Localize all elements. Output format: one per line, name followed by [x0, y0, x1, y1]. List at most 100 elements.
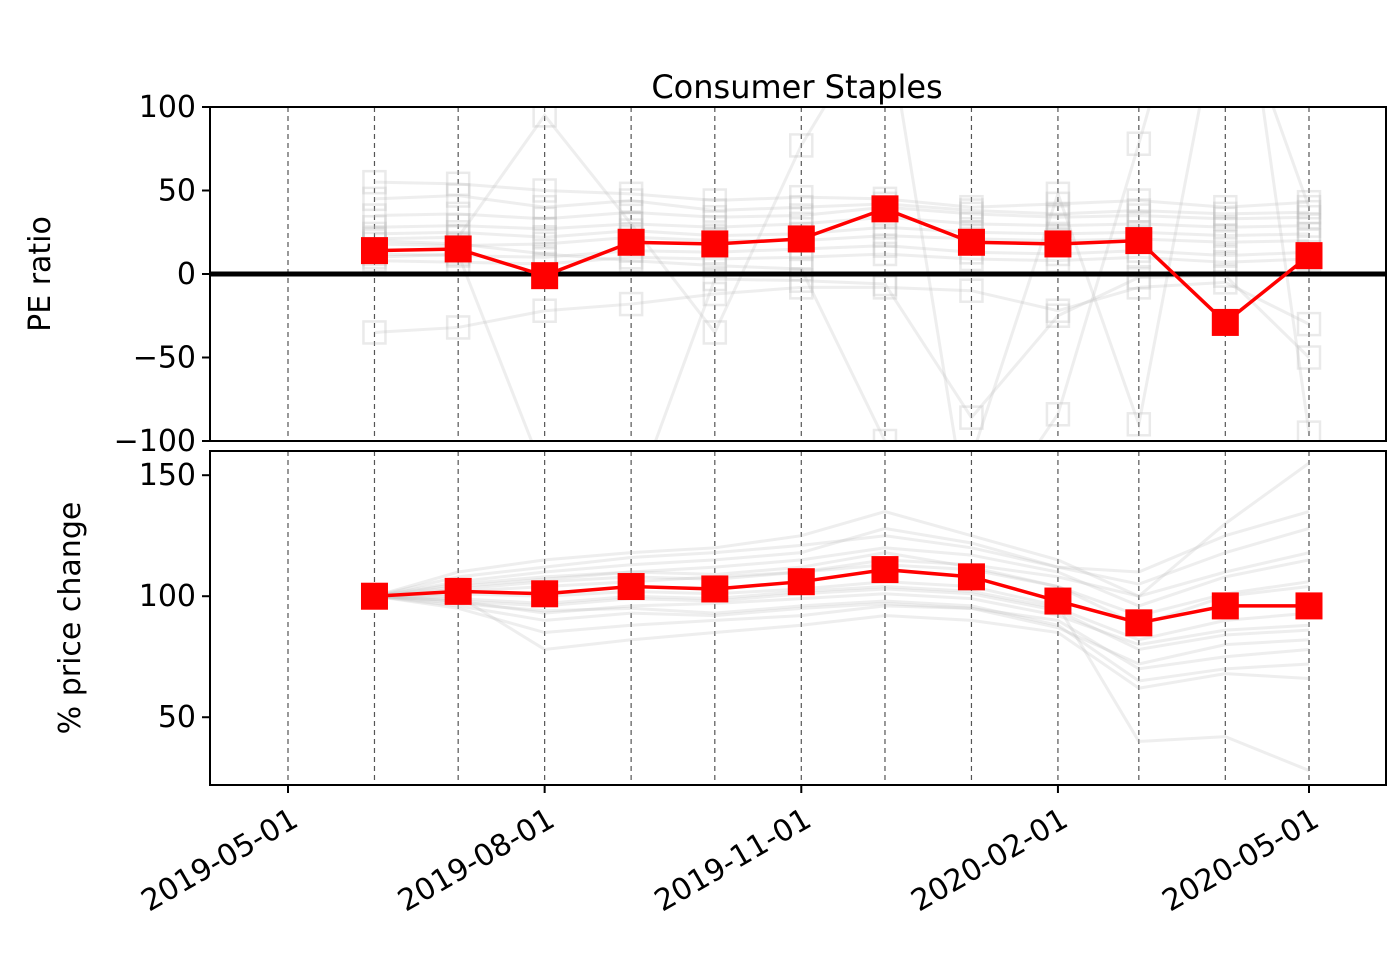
price-change-background-line: [374, 526, 1310, 598]
pe-ratio-background-marker: [532, 107, 557, 128]
pe-ratio-background-marker: [872, 428, 898, 441]
pe-ratio-background-line: [374, 225, 1310, 239]
pe-ratio-background-line: [374, 180, 1310, 209]
pe-ratio-background-marker: [618, 188, 644, 213]
xtick-label: 2019-08-01: [392, 802, 560, 919]
pe-ratio-background-marker: [702, 320, 728, 345]
pe-ratio-background-marker: [789, 184, 814, 210]
price-change-data-point: [1044, 587, 1072, 615]
pe-ratio-background-marker: [1045, 201, 1071, 227]
pe-ratio-data-point: [787, 225, 815, 253]
pe-ratio-data-point: [957, 228, 985, 256]
xtick-label: 2019-11-01: [649, 802, 817, 919]
pe-ratio-background-marker: [1213, 214, 1238, 240]
pe-ratio-background-marker: [362, 186, 387, 212]
pe-ratio-background-marker: [1126, 203, 1152, 228]
pe-ratio-background-marker: [1296, 345, 1322, 370]
price-change-main-series-line: [374, 567, 1309, 625]
pe-ratio-background-marker: [1213, 223, 1238, 248]
price-change-ylabel: % price change: [53, 502, 88, 735]
pe-ratio-background-marker: [1296, 194, 1322, 220]
pe-ratio-background-marker: [872, 233, 898, 258]
pe-ratio-background-marker: [789, 268, 814, 293]
pe-ratio-background-marker: [872, 223, 898, 248]
pe-ratio-background-line: [374, 205, 1310, 221]
pe-ratio-data-point: [1295, 242, 1323, 270]
price-change-data-point: [1211, 592, 1239, 620]
pe-ratio-background-marker: [618, 181, 644, 207]
pe-ratio-background-marker: [1296, 311, 1322, 337]
pe-ratio-background-marker: [445, 183, 471, 208]
pe-ratio-background-marker: [959, 201, 984, 227]
pe-ratio-background-marker: [1296, 204, 1322, 230]
xtick-label: 2020-05-01: [1157, 802, 1325, 919]
chart-title: Consumer Staples: [651, 68, 942, 106]
pe-ratio-background-marker: [1126, 198, 1152, 223]
price-change-data-point: [1295, 592, 1323, 620]
pe-ratio-background-line: [374, 107, 1311, 441]
pe-ratio-background-marker: [1296, 420, 1322, 441]
pe-ratio-background-marker: [1213, 201, 1238, 227]
pe-ratio-background-marker: [1045, 181, 1071, 207]
pe-ratio-background-marker: [532, 225, 557, 250]
pe-ratio-ytick-label: 0: [177, 257, 196, 292]
price-change-data-point: [531, 580, 559, 608]
pe-ratio-data-point: [1125, 227, 1153, 255]
pe-ratio-background-marker: [1213, 230, 1238, 255]
price-change-background-line: [374, 563, 1310, 618]
pe-ratio-background-marker: [445, 171, 471, 197]
pe-ratio-background-marker: [1296, 189, 1322, 215]
pe-ratio-background-marker: [789, 256, 814, 282]
pe-ratio-background-marker: [702, 281, 728, 307]
price-change-data-point: [957, 563, 985, 591]
pe-ratio-background-line: [374, 252, 1310, 266]
pe-ratio-background-marker: [1213, 206, 1238, 232]
price-change-data-point: [701, 575, 729, 603]
pe-ratio-background-marker: [702, 198, 728, 223]
pe-ratio-ylabel: PE ratio: [23, 216, 58, 332]
price-change-background-line: [374, 594, 1310, 683]
pe-ratio-data-point: [617, 228, 645, 256]
pe-ratio-background-marker: [959, 278, 984, 303]
pe-ratio-ytick-label: −50: [133, 341, 196, 376]
price-change-ytick-label: 150: [139, 458, 196, 493]
price-change-background-line: [374, 461, 1310, 598]
price-change-background-line: [374, 594, 1310, 671]
pe-ratio-background-marker: [1213, 194, 1238, 220]
pe-ratio-data-point: [871, 195, 899, 223]
price-change-data-point: [444, 577, 472, 605]
pe-ratio-background-marker: [789, 194, 814, 220]
pe-ratio-background-marker: [618, 199, 644, 225]
pe-ratio-background-marker: [1126, 412, 1152, 437]
pe-ratio-background-marker: [1126, 265, 1152, 290]
price-change-background-line: [374, 551, 1310, 598]
price-change-data-point: [617, 573, 645, 601]
pe-ratio-background-line: [374, 252, 1311, 441]
price-change-background-line: [374, 580, 1310, 772]
pe-ratio-background-marker: [1045, 402, 1071, 427]
pe-ratio-main-series-line: [374, 207, 1311, 325]
pe-ratio-background-marker: [959, 405, 984, 430]
pe-ratio-background-marker: [1045, 204, 1071, 230]
pe-ratio-background-marker: [959, 198, 984, 223]
pe-ratio-background-marker: [532, 298, 557, 323]
price-change-background-line: [374, 592, 1310, 647]
price-change-background-line: [374, 594, 1310, 666]
pe-ratio-background-marker: [532, 216, 557, 242]
pe-ratio-data-point: [360, 237, 388, 265]
price-change-background-line: [374, 594, 1310, 690]
pe-ratio-background-line: [374, 280, 1310, 334]
price-change-data-point: [871, 556, 899, 584]
pe-ratio-background-line: [374, 234, 1310, 248]
pe-ratio-background-marker: [702, 266, 728, 292]
pe-ratio-background-marker: [789, 133, 814, 158]
pe-ratio-background-marker: [702, 188, 728, 213]
pe-ratio-background-line: [374, 194, 1310, 216]
pe-ratio-data-point: [444, 235, 472, 263]
pe-ratio-ytick-label: 100: [139, 90, 196, 125]
pe-ratio-background-marker: [1126, 188, 1152, 213]
price-change-data-point: [787, 568, 815, 596]
price-change-axes-frame: [209, 450, 1387, 786]
pe-ratio-background-marker: [532, 206, 557, 232]
pe-ratio-data-point: [1211, 308, 1239, 336]
